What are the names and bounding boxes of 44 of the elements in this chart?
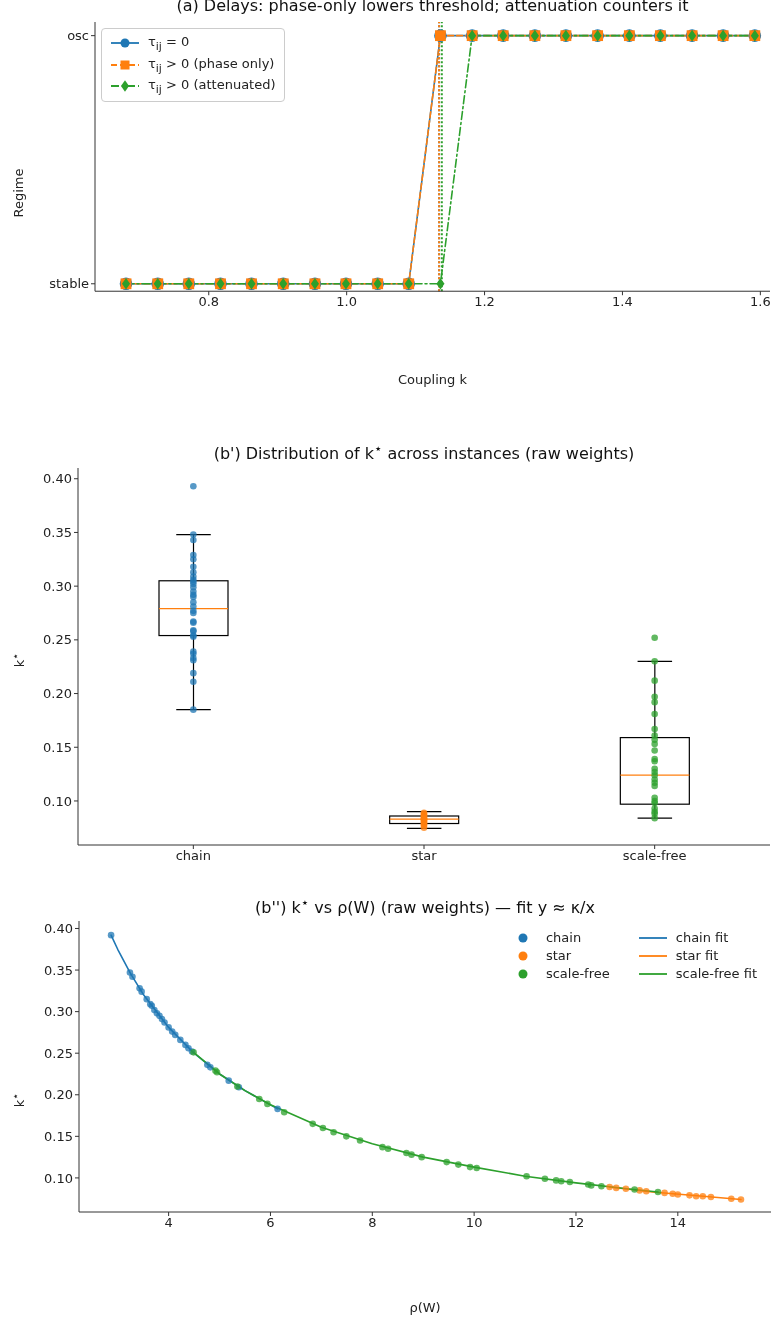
y-tick-label: 0.35 bbox=[44, 962, 73, 978]
legend-label: τ$_{ij}$ = 0 bbox=[148, 34, 190, 53]
legend-label: scale-free bbox=[545, 966, 610, 981]
x-tick-label: scale-free bbox=[622, 848, 687, 864]
x-tick-label: 14 bbox=[669, 1215, 687, 1231]
legend-label: τ$_{ij}$ > 0 (attenuated) bbox=[148, 77, 276, 96]
chart-title: (b') Distribution of k$^{⋆}$ across instances (raw weights) bbox=[212, 441, 636, 464]
y-tick-label: 0.25 bbox=[44, 1045, 73, 1061]
x-tick-label: 10 bbox=[465, 1215, 483, 1231]
x-axis-title: Coupling k bbox=[397, 372, 468, 387]
x-tick-label: star bbox=[411, 848, 438, 864]
y-tick-label: 0.25 bbox=[43, 632, 72, 648]
y-tick-label: 0.20 bbox=[44, 1087, 73, 1103]
y-tick-label: 0.15 bbox=[43, 739, 72, 755]
legend-label: chain bbox=[545, 930, 582, 945]
legend-label: scale-free fit bbox=[675, 966, 757, 981]
y-tick-label: 0.35 bbox=[43, 525, 72, 541]
legend-label: star bbox=[545, 948, 572, 963]
y-tick-label: 0.15 bbox=[44, 1128, 73, 1144]
x-tick-label: 1.6 bbox=[750, 294, 771, 310]
y-tick-label: 0.10 bbox=[44, 1170, 73, 1186]
y-tick-label: 0.10 bbox=[43, 793, 72, 809]
y-axis-title: Regime bbox=[10, 168, 26, 218]
x-tick-label: 1.0 bbox=[336, 294, 357, 310]
x-tick-label: 4 bbox=[164, 1215, 173, 1231]
y-tick-label: 0.40 bbox=[44, 921, 73, 937]
x-tick-label: 1.2 bbox=[474, 294, 495, 310]
x-tick-label: 8 bbox=[368, 1215, 377, 1231]
y-tick-label: 0.30 bbox=[43, 578, 72, 594]
x-tick-label: 0.8 bbox=[198, 294, 220, 310]
x-tick-label: 6 bbox=[266, 1215, 275, 1231]
text: stable bbox=[49, 276, 89, 292]
x-tick-label: 12 bbox=[567, 1215, 585, 1231]
legend-label: τ$_{ij}$ > 0 (phase only) bbox=[148, 55, 275, 75]
x-tick-label: chain bbox=[175, 848, 211, 864]
legend-label: star fit bbox=[675, 948, 719, 963]
y-tick-label: 0.40 bbox=[43, 471, 72, 487]
x-tick-label: 1.4 bbox=[612, 294, 633, 310]
y-tick-label: 0.20 bbox=[43, 686, 72, 702]
x-axis-title: ρ(W) bbox=[408, 1300, 442, 1315]
y-tick-label: 0.30 bbox=[44, 1004, 73, 1020]
legend-label: chain fit bbox=[675, 930, 729, 945]
chart-title: (b'') k$^{⋆}$ vs ρ(W) (raw weights) — fit y ≈ κ/x bbox=[254, 895, 596, 918]
text: osc bbox=[67, 28, 89, 44]
